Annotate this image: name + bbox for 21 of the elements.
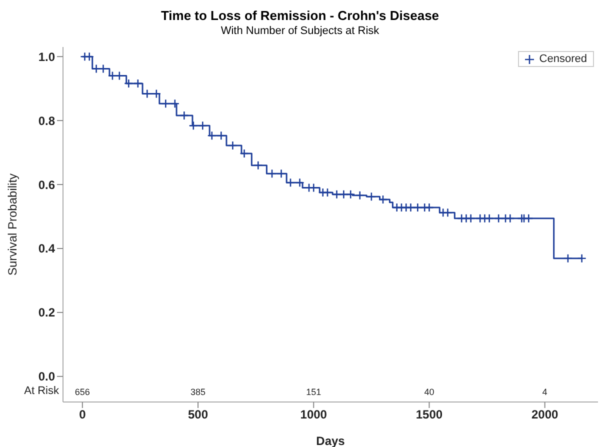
annotation: 4 — [542, 387, 548, 397]
x-tick-label: 1500 — [416, 408, 443, 422]
annotation: 656 — [74, 387, 90, 397]
x-tick-label: 0 — [79, 408, 86, 422]
text: At Risk — [24, 385, 59, 397]
y-axis-title: Survival Probability — [5, 173, 20, 276]
annotation: 151 — [306, 387, 322, 397]
annotation: 40 — [424, 387, 434, 397]
y-tick-label: 1.0 — [38, 50, 56, 64]
y-tick-label: 0.6 — [38, 178, 56, 192]
y-tick-label: 0.2 — [38, 306, 56, 320]
y-tick-label: 0.4 — [38, 242, 56, 256]
y-tick-label: 0.0 — [38, 370, 56, 384]
annotation: 385 — [190, 387, 206, 397]
y-tick-label: 0.8 — [38, 114, 56, 128]
chart-title: Time to Loss of Remission - Crohn's Disease — [160, 8, 440, 23]
x-tick-label: 1000 — [300, 408, 328, 422]
legend-label: Censored — [539, 53, 587, 65]
x-tick-label: 2000 — [531, 408, 558, 422]
chart-subtitle: With Number of Subjects at Risk — [220, 25, 380, 37]
x-tick-label: 500 — [188, 408, 208, 422]
